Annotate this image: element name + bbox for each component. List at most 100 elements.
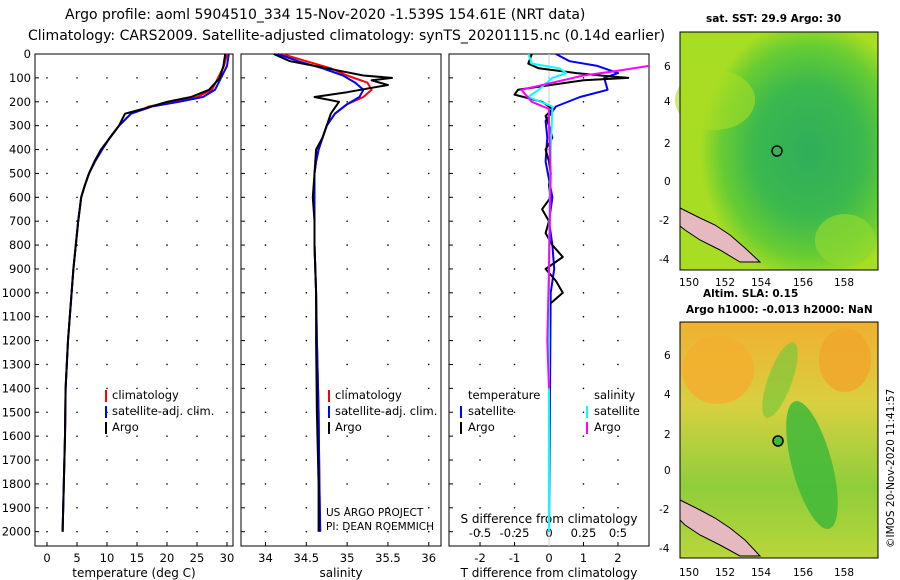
grid-dot xyxy=(226,196,228,199)
grid-dot xyxy=(427,363,430,366)
grid-dot xyxy=(617,220,619,222)
x2-tick-label: -0.5 xyxy=(469,526,491,540)
grid-dot xyxy=(166,148,168,151)
grid-dot xyxy=(106,196,108,199)
sla-xtick: 156 xyxy=(793,567,813,579)
grid-dot xyxy=(264,196,267,199)
grid-dot xyxy=(427,459,430,461)
credit-text: ©IMOS 20-Nov-2020 11:41:57 xyxy=(885,389,897,548)
grid-dot xyxy=(387,124,389,127)
sst-xtick: 150 xyxy=(679,277,699,289)
grid-dot xyxy=(196,148,198,151)
grid-dot xyxy=(479,172,481,175)
grid-dot xyxy=(264,148,267,151)
grid-dot xyxy=(387,148,389,151)
grid-dot xyxy=(617,315,619,318)
x-tick-label: -2 xyxy=(474,551,485,565)
legend-label-satellite: satellite-adj. clim. xyxy=(335,404,437,418)
sst-xtick: 154 xyxy=(751,277,771,289)
grid-dot xyxy=(346,387,348,390)
grid-dot xyxy=(479,244,481,246)
grid-dot xyxy=(479,148,481,151)
grid-dot xyxy=(136,339,138,342)
grid-dot xyxy=(226,483,228,485)
grid-dot xyxy=(264,77,267,79)
x-tick-label: 34 xyxy=(258,551,273,565)
sst-ytick: 4 xyxy=(664,96,671,108)
x-tick-label: -1 xyxy=(509,551,520,565)
series-line-satellite-adj-clim- xyxy=(277,53,365,532)
x-tick-label: 34.5 xyxy=(294,551,320,565)
depth-tick-label: 300 xyxy=(9,119,31,133)
grid-dot xyxy=(387,292,389,294)
depth-axis: 0 100 200 300 400 500 600 700 800 900 1000 1100 1200… xyxy=(2,47,31,539)
depth-tick-label: 800 xyxy=(9,238,31,252)
grid-dot xyxy=(76,315,78,318)
grid-dot xyxy=(46,292,48,294)
temperature-legend: climatology satellite-adj. clim. Argo xyxy=(105,388,214,434)
grid-dot xyxy=(46,339,48,342)
grid-dot xyxy=(106,220,108,222)
x-tick-label: 35 xyxy=(340,551,355,565)
sst-map-frame xyxy=(679,31,879,271)
grid-dot xyxy=(166,530,168,533)
grid-dot xyxy=(617,172,619,175)
grid-dot xyxy=(76,172,78,175)
grid-dot xyxy=(166,459,168,461)
series-line-t-argo xyxy=(513,53,630,306)
grid-dot xyxy=(513,220,516,222)
grid-dot xyxy=(427,530,430,533)
grid-dot xyxy=(617,387,619,390)
grid-dot xyxy=(513,387,516,390)
depth-tick-label: 900 xyxy=(9,262,31,276)
grid-dot xyxy=(196,483,198,485)
grid-dot xyxy=(46,268,48,270)
x-tick-label: 36 xyxy=(421,551,436,565)
sla-xtick: 154 xyxy=(751,567,771,579)
grid-dot xyxy=(427,196,430,199)
grid-dot xyxy=(226,220,228,222)
grid-dot xyxy=(479,292,481,294)
series-line-argo xyxy=(61,53,227,532)
x2-tick-label: 0.5 xyxy=(609,526,627,540)
grid-dot xyxy=(582,363,585,366)
grid-dot xyxy=(76,483,78,485)
depth-tick-label: 400 xyxy=(9,143,31,157)
grid-dot xyxy=(346,530,348,533)
grid-dot xyxy=(479,268,481,270)
grid-dot xyxy=(196,196,198,199)
grid-dot xyxy=(136,530,138,533)
grid-dot xyxy=(427,244,430,246)
grid-dot xyxy=(196,387,198,390)
sla-xtick: 158 xyxy=(834,567,854,579)
sla-ytick: 4 xyxy=(664,389,671,401)
grid-dot xyxy=(196,100,198,103)
grid-dot xyxy=(196,77,198,79)
grid-dot xyxy=(166,172,168,175)
grid-dot xyxy=(106,172,108,175)
grid-dot xyxy=(305,148,308,151)
grid-dot xyxy=(346,506,348,509)
grid-dot xyxy=(46,387,48,390)
grid-dot xyxy=(196,292,198,294)
grid-dot xyxy=(513,483,516,485)
grid-dot xyxy=(166,387,168,390)
depth-tick-label: 1500 xyxy=(2,405,31,419)
sla-xtick: 150 xyxy=(679,567,699,579)
grid-dot xyxy=(196,315,198,318)
grid-dot xyxy=(387,172,389,175)
grid-dot xyxy=(46,315,48,318)
grid-dot xyxy=(427,77,430,79)
series-line-argo xyxy=(273,53,393,532)
grid-dot xyxy=(582,506,585,509)
grid-dot xyxy=(76,292,78,294)
grid-dot xyxy=(46,435,48,437)
grid-dot xyxy=(479,315,481,318)
grid-dot xyxy=(76,148,78,151)
grid-dot xyxy=(196,435,198,437)
grid-dot xyxy=(264,315,267,318)
grid-dot xyxy=(136,124,138,127)
grid-dot xyxy=(264,506,267,509)
grid-dot xyxy=(264,363,267,366)
sla-map-frame xyxy=(679,321,879,559)
